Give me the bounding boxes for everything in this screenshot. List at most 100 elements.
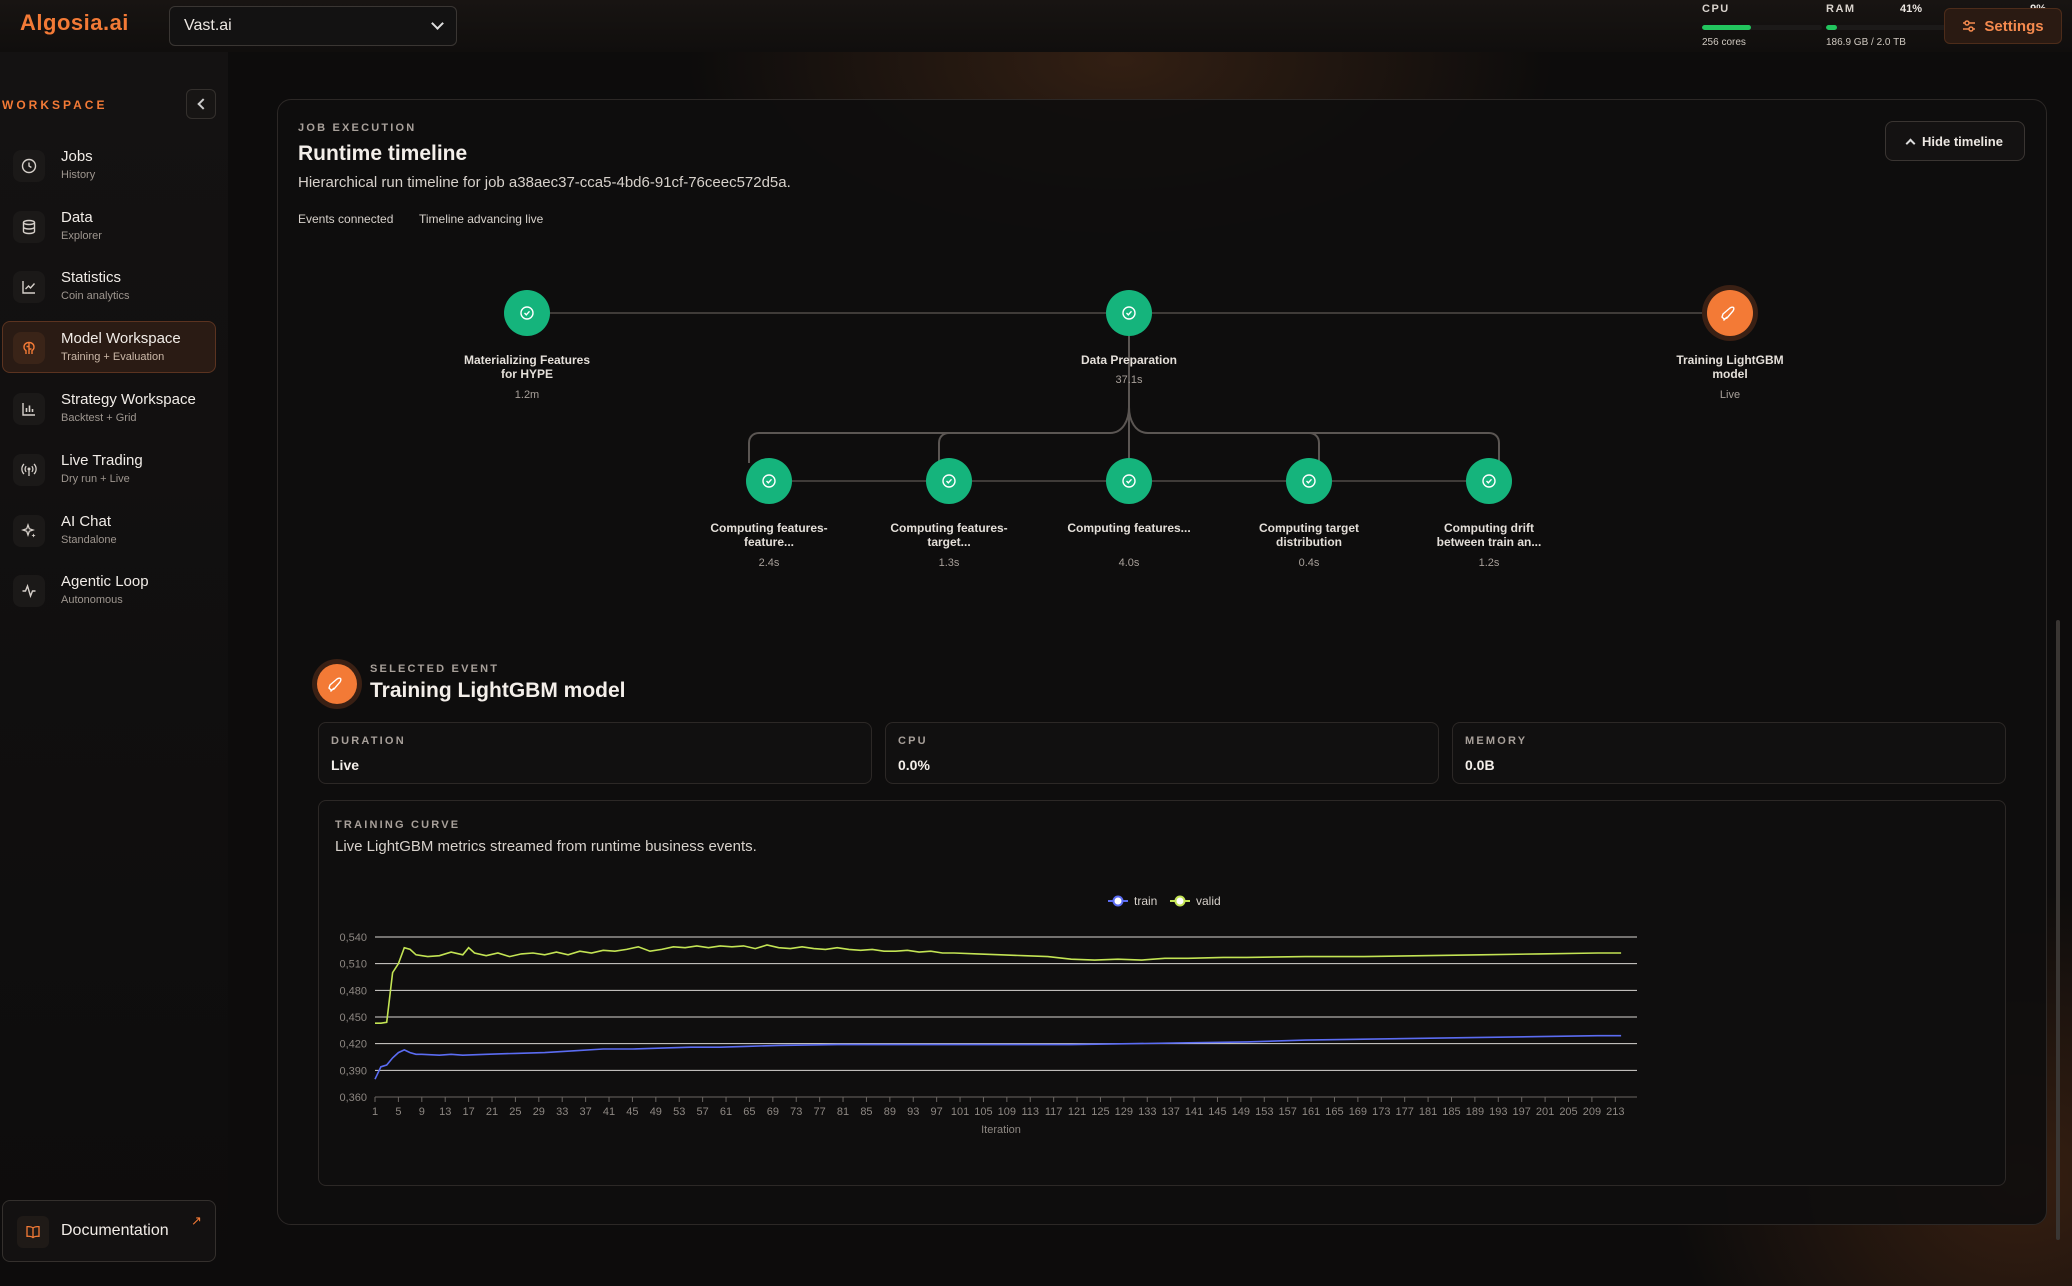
timeline-branch	[748, 406, 1500, 463]
chevron-down-icon	[431, 17, 444, 30]
hide-timeline-button[interactable]: Hide timeline	[1885, 121, 2025, 161]
metric-value: Live	[331, 757, 360, 773]
ram-label: RAM	[1826, 3, 1856, 15]
cpu-usage: CPU 41% 256 cores	[1702, 3, 1924, 49]
sidebar-item-jobs[interactable]: Jobs History	[2, 139, 216, 191]
x-tick-label: 129	[1115, 1106, 1133, 1118]
broadcast-icon	[13, 454, 45, 486]
training-curve-panel: TRAINING CURVE Live LightGBM metrics str…	[318, 800, 2006, 1186]
timeline-node-child-1[interactable]	[746, 458, 792, 504]
x-tick-label: 185	[1442, 1106, 1460, 1118]
hide-timeline-label: Hide timeline	[1922, 133, 2003, 149]
sidebar-item-data[interactable]: Data Explorer	[2, 200, 216, 252]
x-tick-label: 117	[1045, 1106, 1063, 1118]
metric-label: DURATION	[331, 735, 406, 747]
sparkle-icon	[13, 515, 45, 547]
sidebar-item-live-trading[interactable]: Live Trading Dry run + Live	[2, 443, 216, 495]
database-icon	[13, 211, 45, 243]
provider-select[interactable]: Vast.ai	[169, 6, 457, 46]
x-tick-label: 73	[790, 1106, 802, 1118]
x-tick-label: 153	[1255, 1106, 1273, 1118]
x-tick-label: 141	[1185, 1106, 1203, 1118]
node-duration: 1.2m	[514, 389, 540, 401]
sidebar-item-agentic-loop[interactable]: Agentic Loop Autonomous	[2, 564, 216, 616]
sidebar-item-subtitle: Training + Evaluation	[61, 351, 165, 363]
sidebar-item-statistics[interactable]: Statistics Coin analytics	[2, 260, 216, 312]
x-tick-label: 125	[1091, 1106, 1109, 1118]
cpu-bar	[1702, 25, 1822, 30]
sidebar-item-subtitle: Autonomous	[61, 594, 123, 606]
chevron-left-icon	[196, 98, 209, 110]
x-tick-label: 169	[1349, 1106, 1367, 1118]
timeline-node-data-preparation[interactable]	[1106, 290, 1152, 336]
timeline-graph	[504, 285, 1758, 504]
sidebar-item-title: Data	[61, 209, 93, 226]
timeline-node-training-lightgbm[interactable]	[1702, 285, 1758, 341]
timeline-node-materializing[interactable]	[504, 290, 550, 336]
job-description: Hierarchical run timeline for job a38aec…	[298, 174, 791, 191]
node-duration: 1.2s	[1478, 557, 1500, 569]
x-tick-label: 53	[673, 1106, 685, 1118]
events-status: Events connected	[298, 212, 394, 226]
x-tick-label: 25	[509, 1106, 521, 1118]
x-tick-label: 137	[1161, 1106, 1179, 1118]
node-duration: 37.1s	[1115, 374, 1143, 386]
legend-label-train: train	[1134, 894, 1157, 908]
x-tick-label: 89	[884, 1106, 896, 1118]
rocket-icon	[312, 659, 362, 709]
node-duration: 1.3s	[938, 557, 960, 569]
y-tick-label: 0,480	[339, 985, 367, 997]
metric-label: MEMORY	[1465, 735, 1528, 747]
ram-bar-fill	[1826, 25, 1837, 30]
cpu-detail: 256 cores	[1702, 37, 1746, 48]
timeline-node-child-5[interactable]	[1466, 458, 1512, 504]
x-tick-label: 209	[1583, 1106, 1601, 1118]
x-tick-label: 49	[650, 1106, 662, 1118]
x-tick-label: 197	[1513, 1106, 1531, 1118]
x-tick-label: 161	[1302, 1106, 1320, 1118]
sidebar-item-title: AI Chat	[61, 513, 112, 530]
timeline-node-child-4[interactable]	[1286, 458, 1332, 504]
metric-value: 0.0B	[1465, 757, 1495, 773]
node-label: Training LightGBM model	[1676, 353, 1784, 381]
timeline-node-child-3[interactable]	[1106, 458, 1152, 504]
page-title: Runtime timeline	[298, 142, 468, 165]
sidebar-item-subtitle: Explorer	[61, 230, 102, 242]
x-tick-label: 121	[1068, 1106, 1086, 1118]
sidebar-item-title: Jobs	[61, 148, 93, 165]
sliders-icon	[1963, 20, 1976, 32]
cpu-label: CPU	[1702, 3, 1730, 15]
x-tick-label: 33	[556, 1106, 568, 1118]
node-label: Computing features-feature...	[710, 521, 828, 549]
sidebar-item-subtitle: Backtest + Grid	[61, 412, 137, 424]
node-label: Computing features-target...	[890, 521, 1008, 549]
x-tick-label: 205	[1559, 1106, 1577, 1118]
cpu-metric: CPU 0.0%	[885, 722, 1439, 784]
job-execution-card: JOB EXECUTION Runtime timeline Hierarchi…	[277, 99, 2047, 1225]
x-tick-label: 201	[1536, 1106, 1554, 1118]
legend-label-valid: valid	[1196, 894, 1221, 908]
documentation-link[interactable]: Documentation ↗	[2, 1200, 216, 1262]
x-tick-label: 1	[372, 1106, 378, 1118]
x-tick-label: 157	[1278, 1106, 1296, 1118]
node-label: Computing target distribution	[1259, 521, 1359, 549]
x-tick-label: 213	[1606, 1106, 1624, 1118]
external-link-icon: ↗	[191, 1213, 202, 1228]
x-tick-label: 101	[951, 1106, 969, 1118]
sidebar-item-title: Agentic Loop	[61, 573, 149, 590]
timeline-node-child-2[interactable]	[926, 458, 972, 504]
scrollbar-thumb[interactable]	[2056, 620, 2060, 1240]
training-curve-chart: 0,360 0,390 0,420 0,450 0,480 0,510 0,540 1 5 9 13…	[339, 894, 1637, 1136]
collapse-sidebar-button[interactable]	[186, 89, 216, 119]
sidebar-item-model-workspace[interactable]: Model Workspace Training + Evaluation	[2, 321, 216, 373]
node-label: Computing features...	[1067, 521, 1191, 535]
x-tick-label: 189	[1466, 1106, 1484, 1118]
metric-value: 0.0%	[898, 757, 930, 773]
workspace-label: WORKSPACE	[2, 98, 108, 112]
x-tick-label: 37	[579, 1106, 591, 1118]
y-tick-label: 0,540	[339, 932, 367, 944]
settings-button[interactable]: Settings	[1944, 8, 2062, 44]
sidebar-item-strategy-workspace[interactable]: Strategy Workspace Backtest + Grid	[2, 382, 216, 434]
sidebar-item-ai-chat[interactable]: AI Chat Standalone	[2, 504, 216, 556]
node-label: Materializing Features for HYPE	[463, 353, 591, 381]
